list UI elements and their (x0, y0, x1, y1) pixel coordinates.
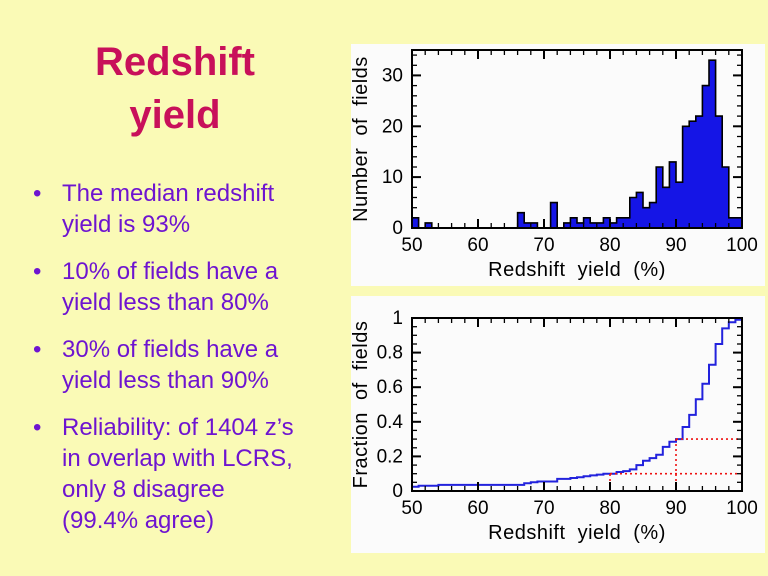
svg-text:0: 0 (392, 481, 403, 502)
svg-text:50: 50 (401, 498, 422, 519)
bullet-text-line: in overlap with LCRS, (62, 445, 293, 472)
bullet-text-line: 30% of fields have a (62, 336, 279, 363)
svg-text:Redshift yield (%): Redshift yield (%) (488, 522, 666, 544)
svg-text:70: 70 (533, 235, 554, 256)
svg-text:30: 30 (382, 65, 403, 86)
svg-text:10: 10 (382, 167, 403, 188)
svg-text:0.4: 0.4 (377, 412, 404, 433)
histogram-panel: 50 60 70 80 90 100 0 10 20 30 Redshift yield (%) Nu… (351, 44, 765, 286)
bullet-text-line: yield is 93% (62, 211, 191, 238)
histogram-chart: 50 60 70 80 90 100 0 10 20 30 Redshift yield (%) Nu… (351, 49, 758, 281)
svg-text:0.6: 0.6 (377, 377, 403, 398)
slide-title-line-2: yield (129, 93, 221, 137)
bullet-item-10pct-fields: • 10% of fields have a yield less than 8… (28, 256, 346, 318)
svg-text:80: 80 (599, 235, 620, 256)
bullet-item-30pct-fields: • 30% of fields have a yield less than 9… (28, 334, 346, 396)
bullet-text-line: yield less than 80% (62, 289, 269, 316)
svg-text:100: 100 (726, 498, 758, 519)
bullet-text-line: Reliability: of 1404 z’s (62, 414, 294, 441)
bullet-item-reliability: • Reliability: of 1404 z’s in overlap wi… (28, 412, 346, 536)
svg-text:0.2: 0.2 (377, 446, 403, 467)
svg-text:60: 60 (467, 235, 488, 256)
svg-text:90: 90 (665, 498, 686, 519)
svg-text:60: 60 (467, 498, 488, 519)
slide-title-line-1: Redshift (95, 40, 255, 84)
bullet-list: • The median redshift yield is 93% • 10%… (28, 178, 346, 552)
svg-text:1: 1 (392, 308, 403, 329)
svg-text:90: 90 (665, 235, 686, 256)
bullet-text-line: The median redshift (62, 180, 275, 207)
bullet-item-median-yield: • The median redshift yield is 93% (28, 178, 346, 240)
svg-text:0.8: 0.8 (377, 343, 403, 364)
bullet-dot: • (33, 336, 42, 363)
svg-text:Fraction of fields: Fraction of fields (351, 321, 372, 489)
cumulative-panel: 50 60 70 80 90 100 0 0.2 0.4 0.6 0.8 1 Redshift yiel… (351, 296, 765, 553)
svg-text:80: 80 (599, 498, 620, 519)
bullet-text-line: yield less than 90% (62, 367, 269, 394)
bullet-dot: • (33, 414, 42, 441)
slide-title: Redshift yield (0, 36, 350, 142)
bullet-dot: • (33, 180, 42, 207)
svg-text:Redshift yield (%): Redshift yield (%) (488, 259, 666, 281)
svg-text:Number of fields: Number of fields (351, 56, 372, 222)
bullet-dot: • (33, 258, 42, 285)
svg-text:50: 50 (401, 235, 422, 256)
bullet-text-line: 10% of fields have a (62, 258, 279, 285)
svg-text:100: 100 (726, 235, 758, 256)
svg-text:0: 0 (392, 218, 403, 239)
cumulative-chart: 50 60 70 80 90 100 0 0.2 0.4 0.6 0.8 1 Redshift yiel… (351, 308, 758, 544)
svg-text:20: 20 (382, 116, 403, 137)
bullet-text-line: only 8 disagree (62, 476, 225, 503)
bullet-text-line: (99.4% agree) (62, 507, 215, 534)
svg-text:70: 70 (533, 498, 554, 519)
